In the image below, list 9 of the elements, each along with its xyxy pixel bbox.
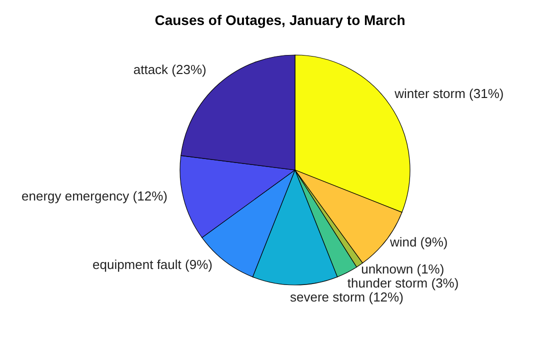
slice-label: equipment fault (9%) bbox=[92, 256, 212, 272]
slice-label: wind (9%) bbox=[388, 234, 448, 250]
slice-label: energy emergency (12%) bbox=[22, 188, 168, 204]
slice-label: winter storm (31%) bbox=[394, 86, 504, 101]
slice-label: attack (23%) bbox=[133, 62, 206, 78]
chart-title: Causes of Outages, January to March bbox=[154, 12, 406, 28]
slice-label: unknown (1%) bbox=[361, 262, 444, 277]
slice-label: severe storm (12%) bbox=[290, 290, 404, 305]
slice-label: thunder storm (3%) bbox=[347, 276, 459, 291]
